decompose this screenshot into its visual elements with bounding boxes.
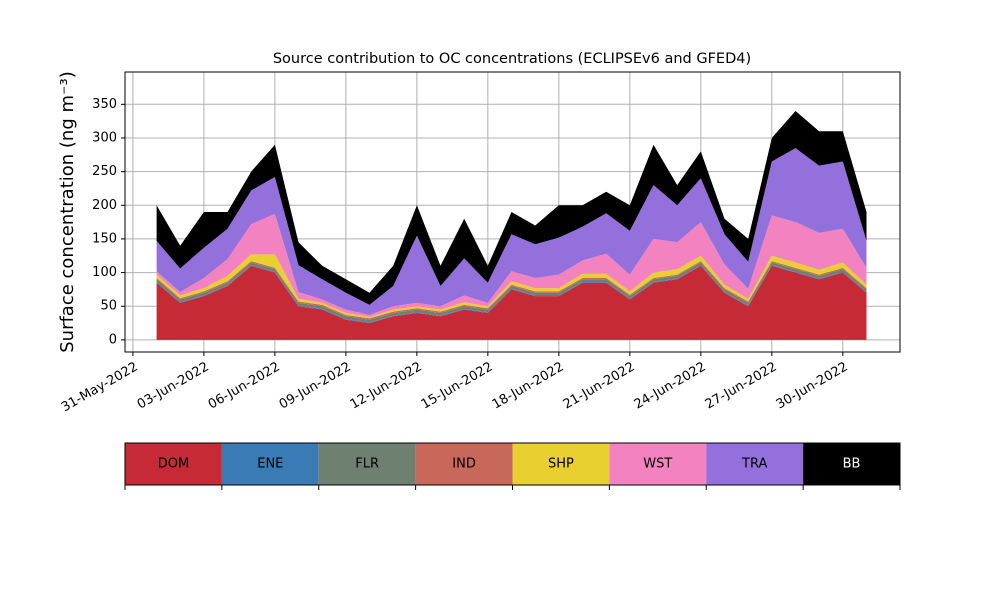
y-tick-label: 350	[92, 97, 117, 112]
plot-frame	[124, 71, 901, 353]
legend-swatch	[609, 443, 707, 485]
legend-label: DOM	[158, 457, 189, 472]
area	[156, 111, 867, 305]
legend-swatch	[512, 443, 610, 485]
y-tick-label: 0	[109, 332, 117, 347]
y-tick-label: 200	[92, 198, 117, 213]
legend-label: BB	[843, 457, 861, 472]
x-tick-label: 30-Jun-2022	[774, 360, 851, 413]
legend-swatch	[415, 443, 513, 485]
y-tick-label: 100	[92, 265, 117, 280]
area	[156, 265, 867, 340]
area	[156, 254, 867, 319]
x-tick-label: 24-Jun-2022	[632, 360, 709, 413]
legend-swatch	[803, 443, 900, 485]
area	[156, 148, 867, 315]
x-tick-label: 12-Jun-2022	[348, 360, 425, 413]
x-tick-label: 03-Jun-2022	[135, 360, 212, 413]
legend-label: WST	[643, 457, 672, 472]
y-tick-label: 150	[92, 231, 117, 246]
y-axis-label: Surface concentration (ng m⁻³)	[57, 71, 78, 353]
x-tick-label: 31-May-2022	[59, 360, 141, 416]
x-tick-label: 21-Jun-2022	[561, 360, 638, 413]
legend-label: TRA	[741, 457, 767, 472]
y-tick-label: 300	[92, 130, 117, 145]
legend-swatch	[706, 443, 804, 485]
legend-swatch	[318, 443, 416, 485]
legend-swatch	[125, 443, 222, 485]
x-tick-label: 15-Jun-2022	[419, 360, 496, 413]
legend-label: ENE	[257, 457, 283, 472]
y-tick-label: 250	[92, 164, 117, 179]
x-tick-label: 06-Jun-2022	[206, 360, 283, 413]
legend-frame	[124, 442, 901, 486]
area	[156, 214, 867, 317]
legend-label: IND	[452, 457, 476, 472]
legend-label: SHP	[548, 457, 574, 472]
legend-label: FLR	[355, 457, 379, 472]
legend-swatch	[221, 443, 319, 485]
x-tick-label: 09-Jun-2022	[277, 360, 354, 413]
chart-title: Source contribution to OC concentrations…	[273, 51, 751, 67]
y-tick-label: 50	[100, 299, 117, 314]
x-tick-label: 27-Jun-2022	[703, 360, 780, 413]
x-tick-label: 18-Jun-2022	[490, 360, 567, 413]
